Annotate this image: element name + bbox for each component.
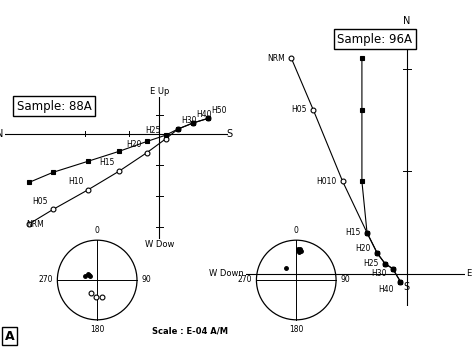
Text: 0: 0 (294, 226, 299, 236)
Text: W Dow: W Dow (145, 240, 174, 250)
Text: Scale : E-04 A/M: Scale : E-04 A/M (152, 327, 228, 336)
Text: H05: H05 (33, 197, 48, 206)
Text: Sample: 96A: Sample: 96A (337, 33, 412, 46)
Text: H20: H20 (356, 244, 371, 253)
Text: A: A (5, 329, 14, 343)
Text: 180: 180 (289, 324, 303, 334)
Text: H010: H010 (316, 177, 336, 186)
Text: E Up: E Up (150, 86, 169, 96)
Text: 90: 90 (341, 275, 351, 285)
Text: S: S (404, 281, 410, 292)
Text: N: N (403, 16, 410, 26)
Text: H15: H15 (345, 228, 361, 237)
Text: H40: H40 (197, 110, 212, 119)
Text: H05: H05 (291, 105, 307, 114)
Text: 0: 0 (95, 226, 100, 236)
Text: H25: H25 (146, 126, 161, 135)
Text: Sample: 88A: Sample: 88A (17, 100, 91, 113)
Text: 90: 90 (142, 275, 152, 285)
Text: H15: H15 (99, 159, 114, 167)
Text: H10: H10 (68, 177, 83, 186)
Text: W Down: W Down (209, 269, 244, 278)
Text: H25: H25 (363, 259, 379, 268)
Text: S: S (226, 129, 232, 139)
Text: E Up: E Up (467, 269, 474, 278)
Text: NRM: NRM (27, 220, 44, 229)
Text: H20: H20 (127, 140, 142, 149)
Text: N: N (0, 129, 3, 139)
Text: 180: 180 (90, 324, 104, 334)
Text: 270: 270 (237, 275, 252, 285)
Text: H30: H30 (181, 116, 197, 125)
Text: 270: 270 (38, 275, 53, 285)
Text: H30: H30 (371, 269, 386, 278)
Text: H40: H40 (378, 285, 394, 294)
Text: H50: H50 (211, 106, 226, 115)
Text: NRM: NRM (267, 54, 285, 63)
